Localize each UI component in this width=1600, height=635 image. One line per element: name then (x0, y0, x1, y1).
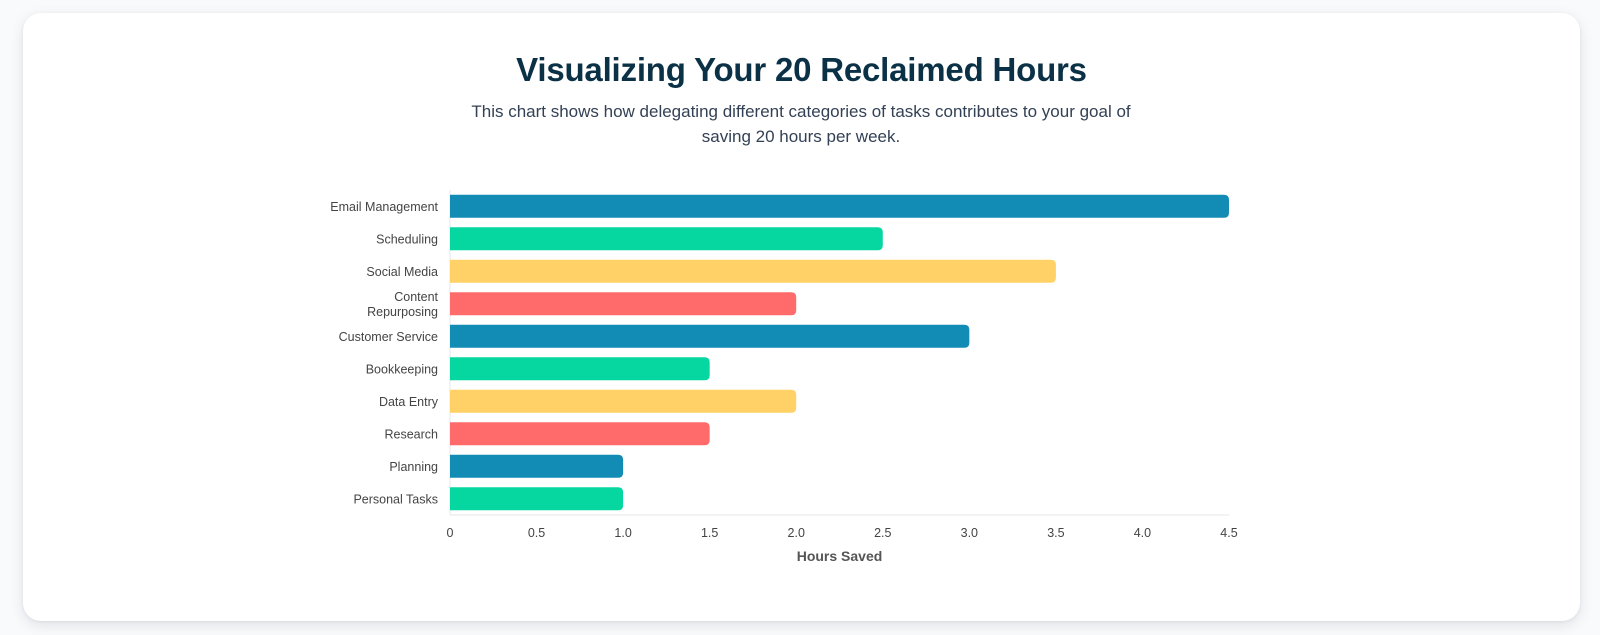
x-tick-label: 3.0 (961, 526, 978, 540)
x-tick-label: 4.5 (1220, 526, 1237, 540)
bar-content-repurposing (450, 292, 797, 316)
bar-personal-tasks (450, 487, 624, 511)
bar-research (450, 422, 710, 446)
hours-saved-bar-chart: Email Management Scheduling Social Media Co… (330, 190, 1238, 564)
category-label-line: Scheduling (376, 232, 438, 246)
category-label-line: Bookkeeping (366, 362, 438, 376)
category-label: Data Entry (379, 395, 439, 409)
category-label: Customer Service (339, 330, 438, 344)
bar-customer-service (450, 324, 970, 348)
chart-card: Visualizing Your 20 Reclaimed Hours This… (23, 13, 1580, 621)
x-tick-label: 0.5 (528, 526, 545, 540)
category-label-line: Customer Service (339, 330, 438, 344)
category-label-line: Repurposing (367, 305, 438, 319)
category-label-line: Data Entry (379, 395, 439, 409)
category-label: Social Media (366, 265, 438, 279)
category-label: Content Repurposing (367, 290, 438, 319)
x-axis-title: Hours Saved (797, 548, 883, 564)
category-label: Planning (389, 460, 438, 474)
bar-planning (450, 454, 624, 478)
category-label-line: Social Media (366, 265, 438, 279)
x-tick-label: 2.0 (788, 526, 805, 540)
category-label-line: Planning (389, 460, 438, 474)
x-tick-label: 1.5 (701, 526, 718, 540)
page-title: Visualizing Your 20 Reclaimed Hours (516, 51, 1087, 88)
x-tick-label: 3.5 (1047, 526, 1064, 540)
category-label: Personal Tasks (353, 492, 438, 506)
x-tick-label: 0 (447, 526, 454, 540)
category-label: Email Management (330, 200, 438, 214)
category-label-line: Email Management (330, 200, 438, 214)
category-label-line: Personal Tasks (353, 492, 438, 506)
bar-data-entry (450, 389, 797, 413)
bar-social-media (450, 259, 1056, 283)
x-tick-label: 2.5 (874, 526, 891, 540)
bar-email-management (450, 194, 1229, 218)
category-label-line: Content (394, 290, 438, 304)
bar-scheduling (450, 227, 883, 251)
category-label: Bookkeeping (366, 362, 438, 376)
x-tick-label: 4.0 (1134, 526, 1151, 540)
category-label: Scheduling (376, 232, 438, 246)
page-subtitle: This chart shows how delegating differen… (471, 102, 1131, 146)
category-label: Research (385, 427, 439, 441)
bar-bookkeeping (450, 357, 710, 381)
category-label-line: Research (385, 427, 439, 441)
x-tick-label: 1.0 (614, 526, 631, 540)
